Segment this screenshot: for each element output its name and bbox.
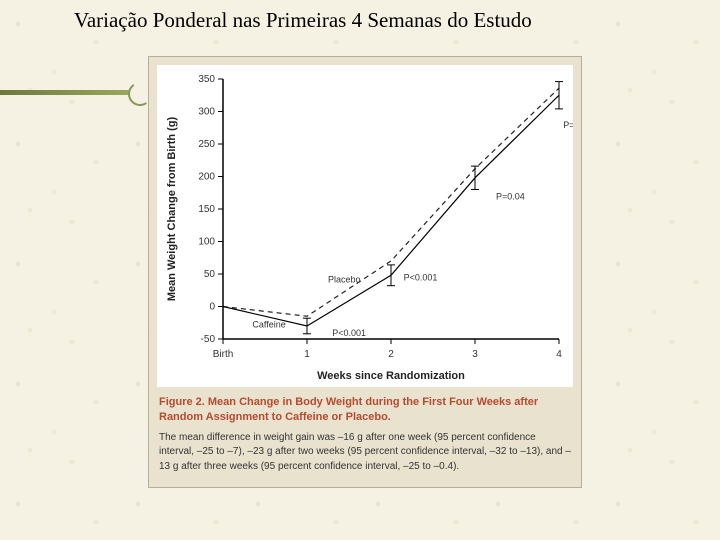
svg-text:Caffeine: Caffeine <box>252 319 285 329</box>
svg-text:350: 350 <box>198 74 215 85</box>
svg-text:P<0.001: P<0.001 <box>404 273 438 283</box>
svg-text:P=0.90: P=0.90 <box>563 120 573 130</box>
svg-text:Weeks since Randomization: Weeks since Randomization <box>317 370 465 382</box>
svg-text:0: 0 <box>209 302 215 313</box>
page-title: Variação Ponderal nas Primeiras 4 Semana… <box>74 8 532 33</box>
caption-body: The mean difference in weight gain was –… <box>159 431 571 475</box>
svg-text:3: 3 <box>472 349 478 360</box>
svg-text:P<0.001: P<0.001 <box>332 328 366 338</box>
svg-text:4: 4 <box>556 349 562 360</box>
svg-text:100: 100 <box>198 237 215 248</box>
figure-caption: Figure 2. Mean Change in Body Weight dur… <box>159 395 571 474</box>
svg-text:-50: -50 <box>201 334 216 345</box>
svg-text:P=0.04: P=0.04 <box>496 191 525 201</box>
svg-text:Placebo: Placebo <box>328 274 361 284</box>
caption-title: Figure 2. Mean Change in Body Weight dur… <box>159 395 571 425</box>
svg-text:1: 1 <box>304 349 310 360</box>
svg-text:50: 50 <box>204 269 216 280</box>
line-chart: -50 0 50 100 150 200 250 300 350 Birth 1 2 3 4 Weeks s… <box>157 65 573 387</box>
svg-text:Mean Weight Change from Birth: Mean Weight Change from Birth (g) <box>166 116 178 301</box>
svg-text:300: 300 <box>198 107 215 118</box>
figure-panel: -50 0 50 100 150 200 250 300 350 Birth 1 2 3 4 Weeks s… <box>148 56 582 488</box>
svg-text:Birth: Birth <box>213 349 234 360</box>
svg-text:250: 250 <box>198 139 215 150</box>
svg-text:150: 150 <box>198 204 215 215</box>
chart-area: -50 0 50 100 150 200 250 300 350 Birth 1 2 3 4 Weeks s… <box>157 65 573 387</box>
svg-text:200: 200 <box>198 172 215 183</box>
accent-bar <box>0 90 130 95</box>
svg-text:2: 2 <box>388 349 394 360</box>
